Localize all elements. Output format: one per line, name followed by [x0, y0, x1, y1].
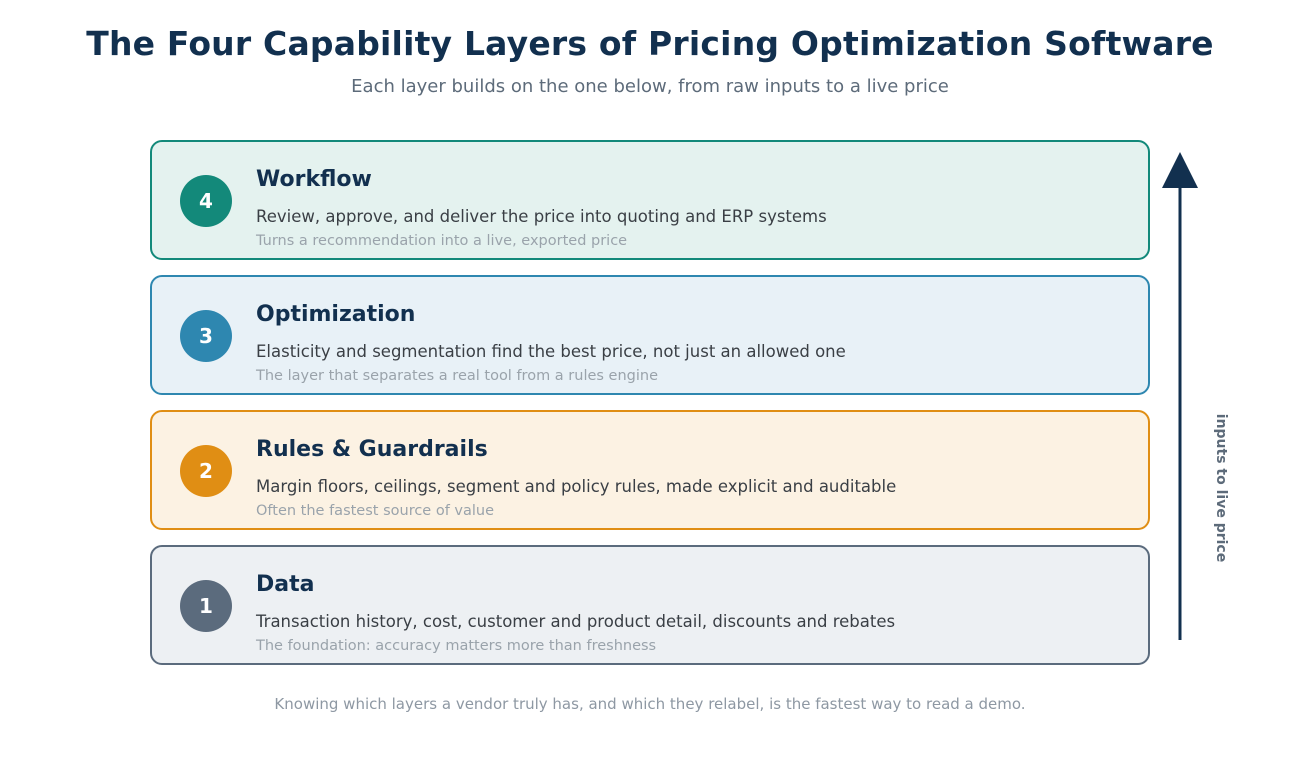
layer-name: Rules & Guardrails [256, 437, 488, 462]
layer-description: Margin floors, ceilings, segment and pol… [256, 477, 897, 496]
layer-description: Review, approve, and deliver the price i… [256, 207, 827, 226]
layer-note: The foundation: accuracy matters more th… [256, 638, 657, 654]
layer-note: The layer that separates a real tool fro… [256, 368, 659, 384]
layer-number-badge: 4 [180, 175, 232, 227]
layer-workflow: 4 Workflow Review, approve, and deliver … [150, 140, 1150, 260]
footer-note: Knowing which layers a vendor truly has,… [274, 695, 1026, 713]
layer-number-badge: 1 [180, 580, 232, 632]
layer-number-badge: 3 [180, 310, 232, 362]
layer-name: Optimization [256, 302, 416, 327]
arrow-label: inputs to live price [1213, 413, 1229, 563]
layer-number-badge: 2 [180, 445, 232, 497]
layer-data: 1 Data Transaction history, cost, custom… [150, 545, 1150, 665]
upward-arrow-icon [1162, 152, 1198, 640]
layer-name: Workflow [256, 167, 372, 192]
layer-description: Transaction history, cost, customer and … [256, 612, 896, 631]
layer-description: Elasticity and segmentation find the bes… [256, 342, 846, 361]
layer-name: Data [256, 572, 315, 597]
layer-note: Often the fastest source of value [256, 503, 495, 519]
layer-rules-guardrails: 2 Rules & Guardrails Margin floors, ceil… [150, 410, 1150, 530]
page-subtitle: Each layer builds on the one below, from… [351, 76, 949, 97]
layer-note: Turns a recommendation into a live, expo… [256, 233, 628, 249]
page-title: The Four Capability Layers of Pricing Op… [86, 24, 1214, 63]
arrow-head [1162, 152, 1198, 188]
layer-optimization: 3 Optimization Elasticity and segmentati… [150, 275, 1150, 395]
